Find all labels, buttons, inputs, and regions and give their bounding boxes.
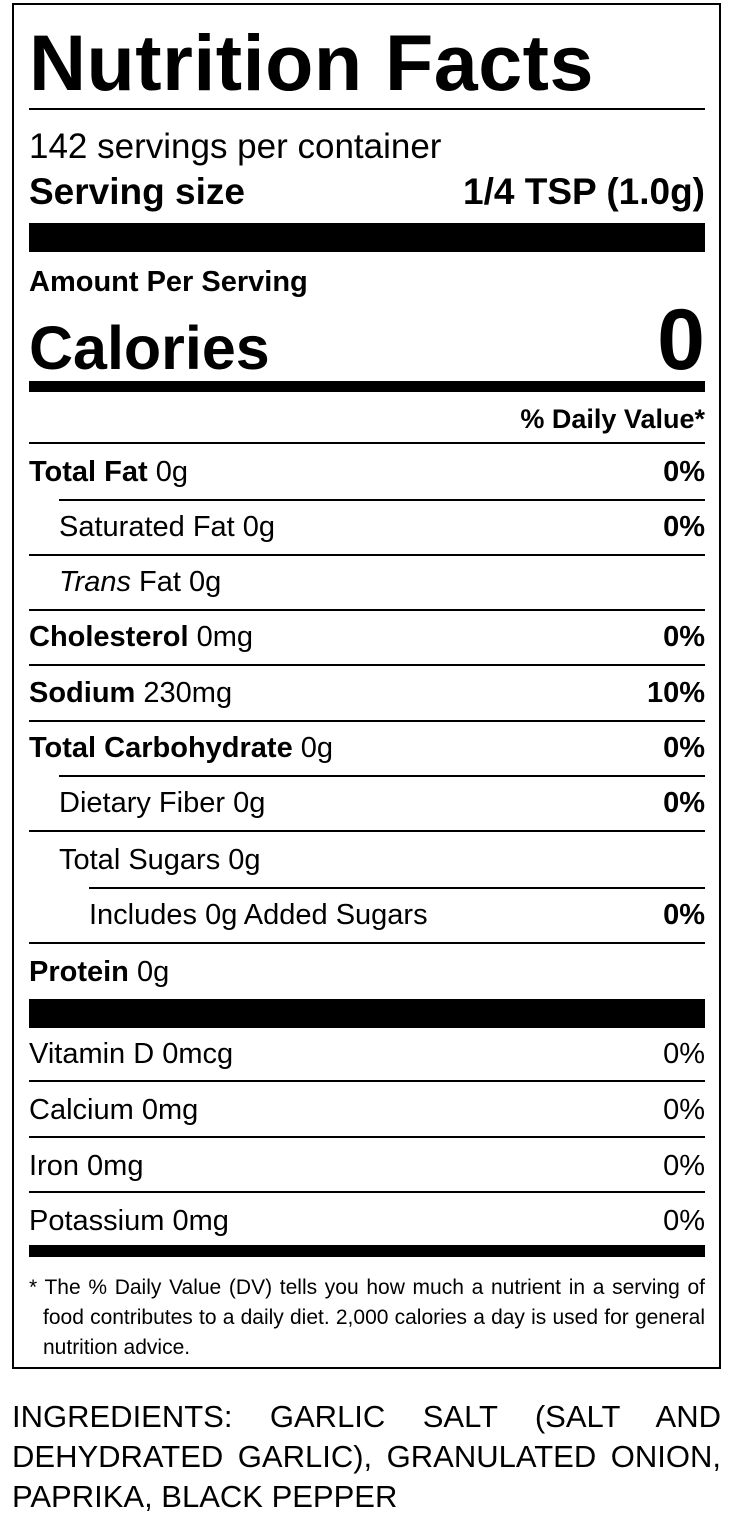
- nutrient-row-cholesterol: Cholesterol 0mg 0%: [29, 611, 705, 663]
- calories-label: Calories: [29, 314, 270, 382]
- nutrient-dv: 0%: [663, 510, 705, 543]
- divider: [29, 609, 705, 611]
- nutrient-dv: 0%: [663, 898, 705, 931]
- calories-row: Calories 0: [29, 297, 705, 391]
- divider: [89, 887, 705, 889]
- vitamin-name: Potassium: [29, 1204, 165, 1237]
- nutrition-facts-panel: Nutrition Facts 142 servings per contain…: [12, 3, 721, 1369]
- vitamin-amount: 0mg: [87, 1149, 144, 1182]
- nutrient-amount: 0g: [300, 731, 334, 764]
- vitamin-row-calcium: Calcium 0mg 0%: [29, 1084, 705, 1136]
- nutrient-name: Total Fat: [29, 455, 148, 488]
- thick-divider: [29, 223, 705, 252]
- nutrient-row-dietary-fiber: Dietary Fiber 0g 0%: [29, 777, 705, 829]
- divider: [29, 942, 705, 944]
- divider: [29, 442, 705, 444]
- divider: [29, 1191, 705, 1193]
- thick-divider: [29, 999, 705, 1028]
- divider: [29, 664, 705, 666]
- nutrient-row-total-fat: Total Fat 0g 0%: [29, 446, 705, 498]
- amount-per-serving: Amount Per Serving: [29, 266, 308, 298]
- nutrient-row-total-sugars: Total Sugars 0g: [29, 834, 705, 886]
- nutrient-name: Cholesterol: [29, 620, 189, 653]
- nutrient-prefix: Trans: [59, 565, 131, 598]
- divider: [59, 775, 705, 777]
- nutrient-amount: 0g: [233, 786, 266, 819]
- nutrient-row-total-carbohydrate: Total Carbohydrate 0g 0%: [29, 722, 705, 774]
- nutrient-row-sodium: Sodium 230mg 10%: [29, 667, 705, 719]
- nutrient-amount: 0g: [136, 955, 170, 988]
- vitamin-dv: 0%: [663, 1204, 705, 1237]
- nutrient-amount: 0g: [189, 565, 222, 598]
- nutrient-name: Total Carbohydrate: [29, 731, 293, 764]
- nutrient-name: Fat: [139, 565, 181, 598]
- nutrient-dv: 0%: [663, 786, 705, 819]
- vitamin-name: Calcium: [29, 1093, 134, 1126]
- daily-value-header: % Daily Value*: [520, 404, 705, 434]
- nutrient-name: Protein: [29, 955, 129, 988]
- servings-per-container: 142 servings per container: [29, 127, 442, 166]
- nutrient-name: Sodium: [29, 676, 136, 709]
- vitamin-row-vitamin-d: Vitamin D 0mcg 0%: [29, 1028, 705, 1080]
- nutrient-amount: 0g: [242, 510, 276, 543]
- nutrient-dv: 0%: [663, 731, 705, 764]
- vitamin-dv: 0%: [663, 1093, 705, 1126]
- nutrient-row-added-sugars: Includes 0g Added Sugars 0%: [29, 889, 705, 941]
- divider: [29, 108, 705, 110]
- calories-value: 0: [657, 292, 705, 388]
- nutrient-amount: 0g: [228, 843, 261, 876]
- divider: [29, 720, 705, 722]
- vitamin-amount: 0mcg: [162, 1037, 234, 1070]
- divider: [29, 1080, 705, 1082]
- nutrient-amount: 0mg: [196, 620, 254, 653]
- divider: [59, 499, 705, 501]
- nutrient-dv: 0%: [663, 455, 705, 488]
- vitamin-name: Iron: [29, 1149, 79, 1182]
- divider: [29, 1136, 705, 1138]
- vitamin-dv: 0%: [663, 1149, 705, 1182]
- nutrient-row-protein: Protein 0g: [29, 946, 705, 998]
- vitamin-name: Vitamin D: [29, 1037, 155, 1070]
- label-title: Nutrition Facts: [29, 18, 594, 107]
- medium-divider: [29, 1245, 705, 1257]
- vitamin-dv: 0%: [663, 1037, 705, 1070]
- serving-size-value: 1/4 TSP (1.0g): [463, 171, 705, 212]
- nutrient-amount: 0g: [155, 455, 189, 488]
- serving-size-label: Serving size: [29, 171, 245, 212]
- vitamin-row-iron: Iron 0mg 0%: [29, 1140, 705, 1192]
- vitamin-amount: 0mg: [141, 1093, 199, 1126]
- nutrient-name: Saturated Fat: [59, 510, 235, 543]
- nutrient-name: Includes 0g Added Sugars: [89, 898, 428, 931]
- nutrient-dv: 0%: [663, 620, 705, 653]
- vitamin-amount: 0mg: [172, 1204, 229, 1237]
- ingredients-text: INGREDIENTS: GARLIC SALT (SALT AND DEHYD…: [12, 1399, 721, 1514]
- nutrient-dv: 10%: [646, 676, 705, 709]
- nutrient-name: Total Sugars: [59, 843, 221, 876]
- serving-size-row: Serving size 1/4 TSP (1.0g): [29, 168, 705, 216]
- nutrient-row-trans-fat: Trans Fat 0g: [29, 556, 705, 608]
- daily-value-footnote: * The % Daily Value (DV) tells you how m…: [29, 1276, 705, 1359]
- nutrient-row-saturated-fat: Saturated Fat 0g 0%: [29, 501, 705, 553]
- divider: [29, 830, 705, 832]
- divider: [29, 554, 705, 556]
- nutrient-amount: 230mg: [143, 676, 233, 709]
- medium-divider: [29, 381, 705, 392]
- vitamin-row-potassium: Potassium 0mg 0%: [29, 1195, 705, 1247]
- nutrient-name: Dietary Fiber: [59, 786, 225, 819]
